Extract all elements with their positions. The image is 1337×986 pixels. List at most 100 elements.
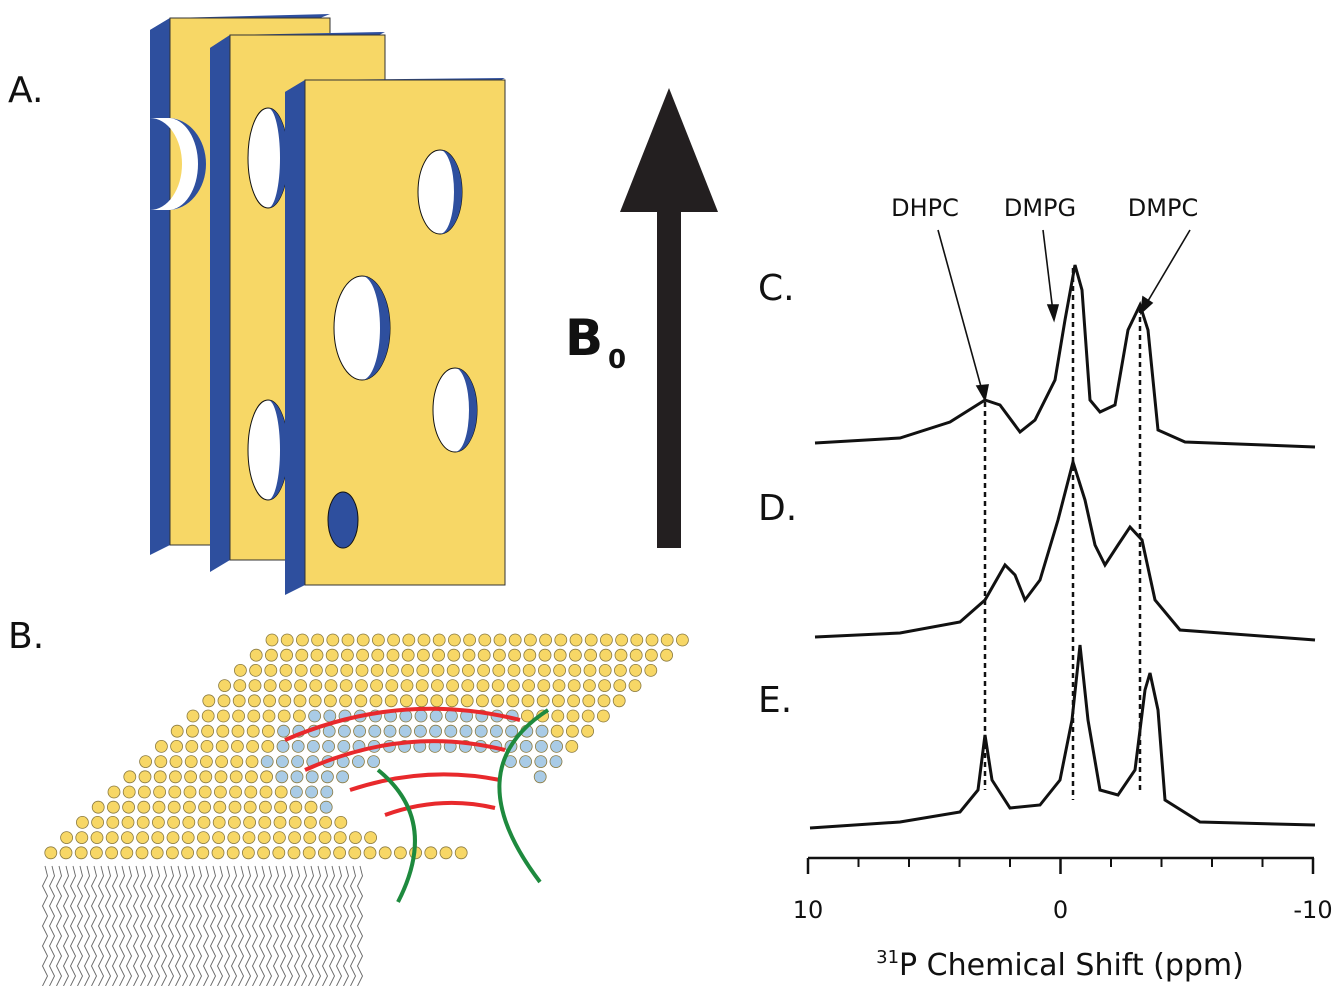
lipid-head (280, 664, 292, 676)
lipid-head (553, 680, 565, 692)
lipid-head (91, 832, 103, 844)
lipid-head (447, 664, 459, 676)
lipid-head (137, 832, 149, 844)
lipid-tail (316, 866, 321, 986)
lipid-tail (225, 866, 230, 986)
lipid-head (365, 832, 377, 844)
lipid-head (138, 786, 150, 798)
lipid-head (478, 649, 490, 661)
lipid-head (169, 771, 181, 783)
lipid-head (228, 832, 240, 844)
lipid-head (334, 847, 346, 859)
lipid-tail (253, 866, 258, 986)
plate-edge (210, 35, 230, 572)
lipid-head (416, 695, 428, 707)
lipid-head (614, 680, 626, 692)
rim-line (378, 770, 415, 902)
spectra-panel: C. D. E. DHPC DMPG DMPC 100-10 31P Chemi… (758, 194, 1333, 983)
lipid-head (263, 710, 275, 722)
lipid-head (402, 664, 414, 676)
lipid-head (295, 680, 307, 692)
lipid-head (418, 634, 430, 646)
lipid-tail (43, 866, 48, 986)
plate-edge (285, 80, 305, 595)
lipid-head (199, 786, 211, 798)
lipid-head-rim (490, 725, 502, 737)
lipid-head (370, 695, 382, 707)
lipid-head (249, 680, 261, 692)
lipid-head (92, 801, 104, 813)
lipid-head-rim (338, 740, 350, 752)
lipid-head (600, 634, 612, 646)
lipid-head (325, 680, 337, 692)
lipid-tail (344, 866, 349, 986)
lipid-head (522, 695, 534, 707)
lipid-head (661, 634, 673, 646)
lipid-head (584, 664, 596, 676)
lipid-head (247, 740, 259, 752)
lipid-head (341, 664, 353, 676)
lipid-head (447, 680, 459, 692)
lipid-head (216, 740, 228, 752)
lipid-tail (127, 866, 132, 986)
lipid-heads (45, 634, 689, 859)
lipid-head (214, 786, 226, 798)
lipid-head-rim (261, 756, 273, 768)
peak-label: DMPC (1128, 194, 1198, 222)
lipid-head (631, 634, 643, 646)
lipid-head (400, 695, 412, 707)
lipid-head (60, 847, 72, 859)
lipid-tail (309, 866, 314, 986)
lipid-tail (232, 866, 237, 986)
lipid-head (582, 725, 594, 737)
lipid-head (202, 710, 214, 722)
lipid-head-rim (520, 740, 532, 752)
lipid-head (153, 801, 165, 813)
lipid-tail (239, 866, 244, 986)
lipid-head-rim (536, 725, 548, 737)
lipid-head (493, 664, 505, 676)
lipid-head (281, 649, 293, 661)
lipid-tail (148, 866, 153, 986)
lipid-head (388, 634, 400, 646)
lipid-head (166, 847, 178, 859)
lipid-head (185, 756, 197, 768)
lipid-head (312, 634, 324, 646)
lipid-head (493, 649, 505, 661)
lipid-tail (246, 866, 251, 986)
lipid-tail (358, 866, 363, 986)
lipid-head (569, 664, 581, 676)
field-subscript: 0 (608, 345, 626, 375)
lipid-tail (99, 866, 104, 986)
lipid-head (274, 816, 286, 828)
lipid-head (230, 771, 242, 783)
lipid-head (289, 816, 301, 828)
lipid-head (568, 695, 580, 707)
lipid-head-rim (520, 756, 532, 768)
lipid-tail (295, 866, 300, 986)
lipid-head (107, 801, 119, 813)
lipid-head (216, 756, 228, 768)
trace-label: C. (758, 268, 795, 309)
lipid-head (305, 801, 317, 813)
lipid-tail (113, 866, 118, 986)
lipid-head (661, 649, 673, 661)
lipid-head (509, 649, 521, 661)
lipid-head (296, 634, 308, 646)
lipid-head-rim (324, 710, 336, 722)
lipid-head (645, 664, 657, 676)
lipid-head (372, 634, 384, 646)
lipid-head (187, 710, 199, 722)
lipid-head (334, 832, 346, 844)
lipid-head (168, 816, 180, 828)
figure: B 0 A. B. C. D. E. DHPC DMPG DMPC (0, 0, 1337, 986)
lipid-head (335, 816, 347, 828)
lipid-head-rim (445, 710, 457, 722)
lipid-head (676, 634, 688, 646)
lipid-head (507, 680, 519, 692)
lipid-head (463, 649, 475, 661)
lipid-head (303, 847, 315, 859)
lipid-head-rim (291, 771, 303, 783)
lipid-head (613, 695, 625, 707)
lipid-head (45, 847, 57, 859)
